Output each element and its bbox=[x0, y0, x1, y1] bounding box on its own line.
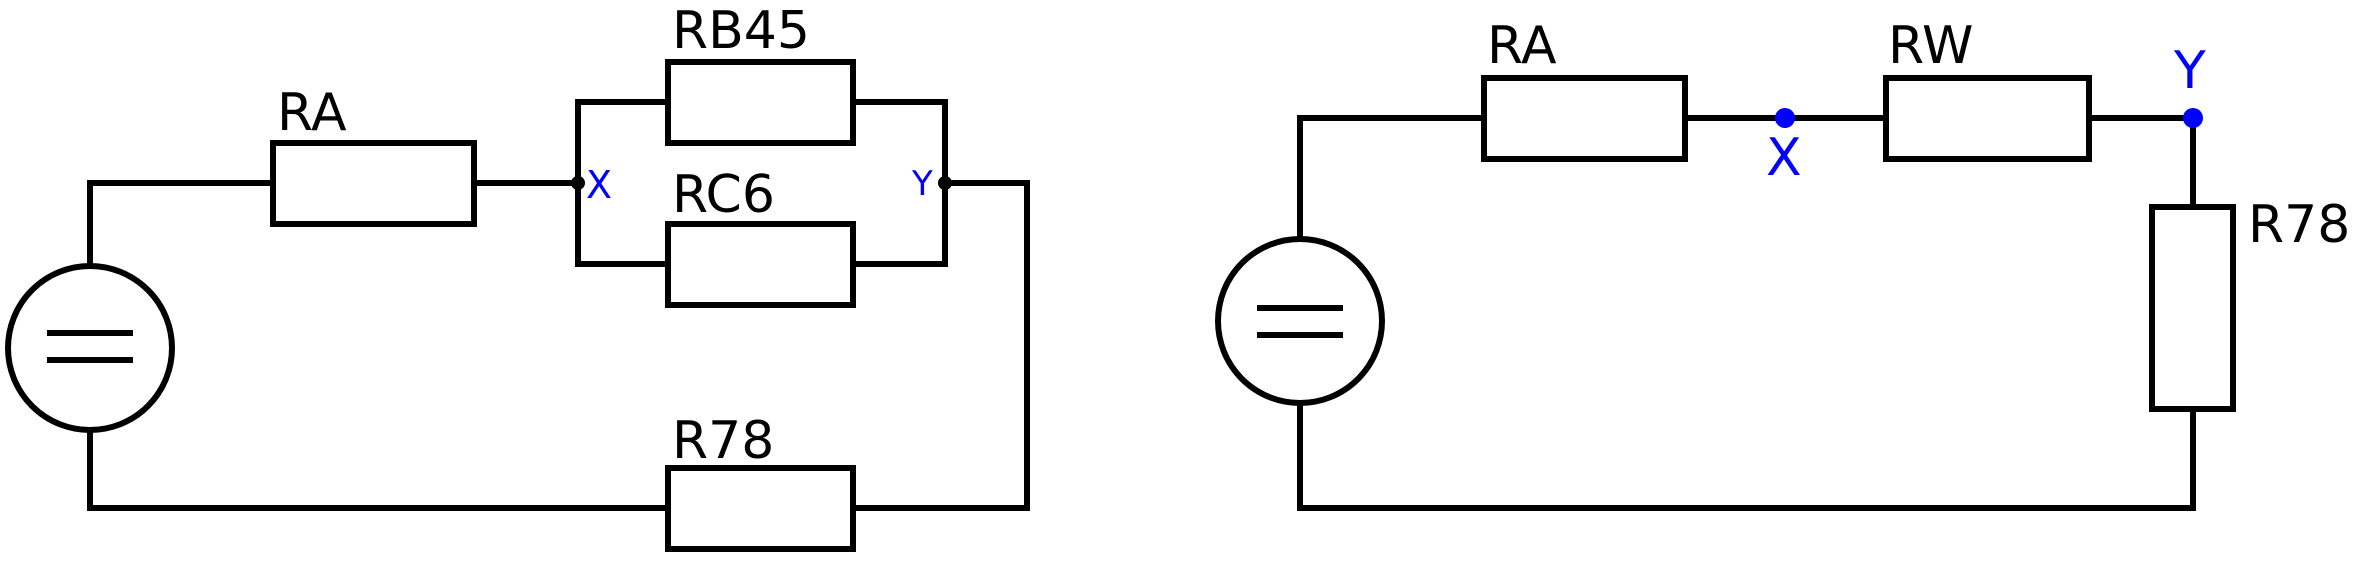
left-label-rc6: RC6 bbox=[672, 165, 775, 225]
left-wire-top-source bbox=[87, 180, 276, 269]
right-dc-source bbox=[1215, 236, 1385, 406]
right-wire-bottom bbox=[1297, 401, 2196, 511]
right-circuit: RA RW R78 X Y bbox=[1215, 16, 2350, 511]
right-label-rw: RW bbox=[1888, 16, 1973, 76]
left-label-rb45: RB45 bbox=[672, 1, 810, 61]
right-label-ra: RA bbox=[1487, 16, 1557, 76]
left-label-ra: RA bbox=[277, 83, 347, 143]
right-wire-top-source bbox=[1297, 115, 1487, 241]
left-dc-source bbox=[5, 263, 175, 433]
left-wire-bottom bbox=[87, 427, 671, 511]
left-wire-y-right bbox=[850, 180, 1030, 511]
right-resistor-rw bbox=[1883, 75, 2092, 162]
right-resistor-ra bbox=[1481, 75, 1688, 162]
left-resistor-r78 bbox=[665, 465, 856, 552]
left-resistor-rb45 bbox=[665, 59, 856, 146]
left-circuit: RA RB45 RC6 R78 X Y bbox=[5, 1, 1030, 552]
left-node-y-dot bbox=[938, 176, 952, 190]
left-resistor-ra bbox=[270, 140, 477, 227]
left-node-x-dot bbox=[571, 176, 585, 190]
right-node-x-label: X bbox=[1766, 128, 1802, 188]
right-node-y-dot bbox=[2183, 108, 2203, 128]
right-wire-rw-to-y bbox=[2086, 115, 2196, 210]
left-resistor-rc6 bbox=[665, 221, 856, 308]
left-node-y-label: Y bbox=[911, 164, 933, 204]
right-node-x-dot bbox=[1775, 108, 1795, 128]
right-node-y-label: Y bbox=[2173, 41, 2206, 101]
left-node-x-label: X bbox=[586, 163, 612, 207]
left-label-r78: R78 bbox=[672, 411, 774, 471]
right-label-r78: R78 bbox=[2248, 195, 2350, 255]
right-resistor-r78 bbox=[2149, 204, 2236, 412]
